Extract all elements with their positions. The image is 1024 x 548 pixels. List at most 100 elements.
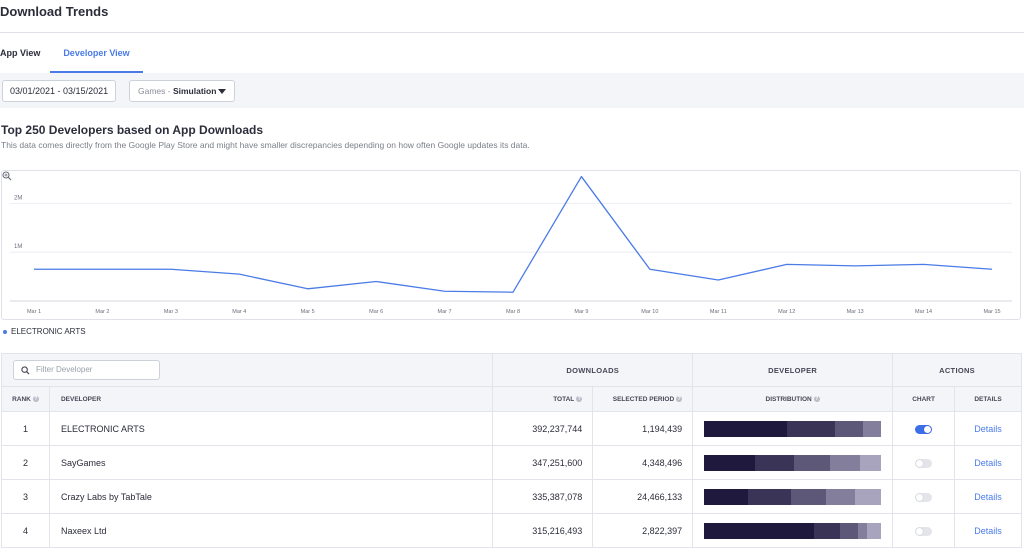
line-chart: 1M 2M Mar 1 Mar 2 Mar 3 Mar 4 Mar 5 Mar 6 Mar 7 M… (10, 175, 1012, 315)
col-header-developer[interactable]: DEVELOPER (48, 386, 494, 412)
x-tick-label: Mar 14 (915, 309, 932, 315)
tab-developer-view[interactable]: Developer View (50, 33, 143, 73)
distribution-segment (748, 488, 791, 505)
col-header-selected-period[interactable]: SELECTED PERIOD? (592, 386, 694, 412)
developers-table: Filter Developer DOWNLOADS DEVELOPER ACT… (0, 353, 1022, 548)
x-tick-label: Mar 5 (301, 309, 315, 315)
chart-toggle[interactable] (915, 458, 933, 468)
info-icon: ? (32, 395, 39, 402)
x-tick-label: Mar 15 (983, 309, 1000, 315)
filter-cell: Filter Developer (0, 353, 494, 387)
rank-cell: 3 (1, 479, 50, 514)
chart-toggle-cell (892, 445, 956, 480)
info-icon: ? (813, 395, 820, 402)
view-tabs: App View Developer View (0, 33, 1024, 73)
chart-toggle[interactable] (915, 424, 933, 434)
col-rank-label: RANK (12, 395, 31, 403)
tab-app-view[interactable]: App View (0, 48, 41, 58)
x-tick-label: Mar 3 (164, 309, 178, 315)
distribution-segment (704, 522, 814, 539)
legend-label: ELECTRONIC ARTS (11, 327, 86, 336)
caret-down-icon (218, 89, 226, 94)
x-tick-label: Mar 8 (506, 309, 520, 315)
total-cell: 315,216,493 (492, 513, 594, 548)
distribution-bar (704, 522, 882, 539)
rank-cell: 4 (1, 513, 50, 548)
distribution-segment (794, 454, 830, 471)
details-link[interactable]: Details (974, 491, 1002, 502)
col-header-distribution: DISTRIBUTION? (692, 386, 894, 412)
distribution-segment (840, 522, 859, 539)
col-distribution-label: DISTRIBUTION (765, 395, 812, 403)
details-cell: Details (954, 411, 1022, 446)
distribution-segment (787, 420, 836, 437)
table-row: 3 Crazy Labs by TabTale 335,387,078 24,4… (1, 479, 1022, 514)
category-dropdown[interactable]: Games - Simulation (129, 80, 235, 102)
table-row: 4 Naxeex Ltd 315,216,493 2,822,397 Detai… (1, 513, 1022, 548)
rank-cell: 2 (1, 445, 50, 480)
details-cell: Details (954, 445, 1022, 480)
group-header-actions: ACTIONS (892, 353, 1022, 387)
distribution-segment (854, 488, 882, 505)
rank-cell: 1 (1, 411, 50, 446)
x-tick-label: Mar 4 (232, 309, 246, 315)
chart-toggle-cell (892, 411, 956, 446)
distribution-bar (704, 454, 882, 471)
developer-cell: Crazy Labs by TabTale (48, 479, 494, 514)
chart-toggle[interactable] (915, 492, 933, 502)
chart-toggle-cell (892, 479, 956, 514)
category-separator: - (165, 86, 173, 96)
info-icon: ? (576, 395, 583, 402)
y-tick-label: 2M (14, 195, 22, 201)
table-row: 2 SayGames 347,251,600 4,348,496 Details (1, 445, 1022, 480)
col-header-total[interactable]: TOTAL? (492, 386, 594, 412)
distribution-segment (813, 522, 841, 539)
zoom-icon[interactable] (2, 171, 12, 181)
details-cell: Details (954, 513, 1022, 548)
developer-cell: Naxeex Ltd (48, 513, 494, 548)
x-tick-label: Mar 10 (641, 309, 658, 315)
distribution-segment (826, 488, 855, 505)
distribution-segment (858, 522, 867, 539)
col-header-rank[interactable]: RANK? (1, 386, 50, 412)
filter-developer-input[interactable]: Filter Developer (13, 360, 160, 380)
col-header-chart: CHART (892, 386, 956, 412)
x-tick-label: Mar 2 (95, 309, 109, 315)
group-header-developer: DEVELOPER (692, 353, 894, 387)
x-tick-label: Mar 11 (710, 309, 727, 315)
distribution-cell (692, 445, 894, 480)
title-divider (0, 32, 1024, 33)
distribution-segment (829, 454, 860, 471)
info-icon: ? (676, 395, 683, 402)
col-total-label: TOTAL (553, 395, 575, 403)
col-selected-label: SELECTED PERIOD (612, 395, 675, 403)
details-link[interactable]: Details (974, 423, 1002, 434)
distribution-segment (704, 454, 756, 471)
distribution-segment (704, 488, 749, 505)
chart-toggle-cell (892, 513, 956, 548)
toggle-knob (924, 425, 932, 433)
x-tick-label: Mar 9 (574, 309, 588, 315)
section-title: Top 250 Developers based on App Download… (1, 123, 264, 137)
date-range-picker[interactable]: 03/01/2021 - 03/15/2021 (2, 80, 117, 102)
search-icon (21, 366, 30, 375)
distribution-segment (859, 454, 882, 471)
developer-cell: ELECTRONIC ARTS (48, 411, 494, 446)
details-link[interactable]: Details (974, 525, 1002, 536)
total-cell: 347,251,600 (492, 445, 594, 480)
selected-period-cell: 2,822,397 (592, 513, 694, 548)
category-prefix: Games (138, 86, 166, 96)
col-header-details: DETAILS (954, 386, 1022, 412)
distribution-segment (704, 420, 788, 437)
filter-placeholder: Filter Developer (36, 365, 93, 374)
distribution-segment (790, 488, 827, 505)
details-cell: Details (954, 479, 1022, 514)
chart-toggle[interactable] (915, 526, 933, 536)
distribution-segment (863, 420, 882, 437)
distribution-cell (692, 479, 894, 514)
details-link[interactable]: Details (974, 457, 1002, 468)
selected-period-cell: 4,348,496 (592, 445, 694, 480)
total-cell: 392,237,744 (492, 411, 594, 446)
chart-legend: ELECTRONIC ARTS (3, 327, 86, 336)
toggle-knob (916, 527, 924, 535)
